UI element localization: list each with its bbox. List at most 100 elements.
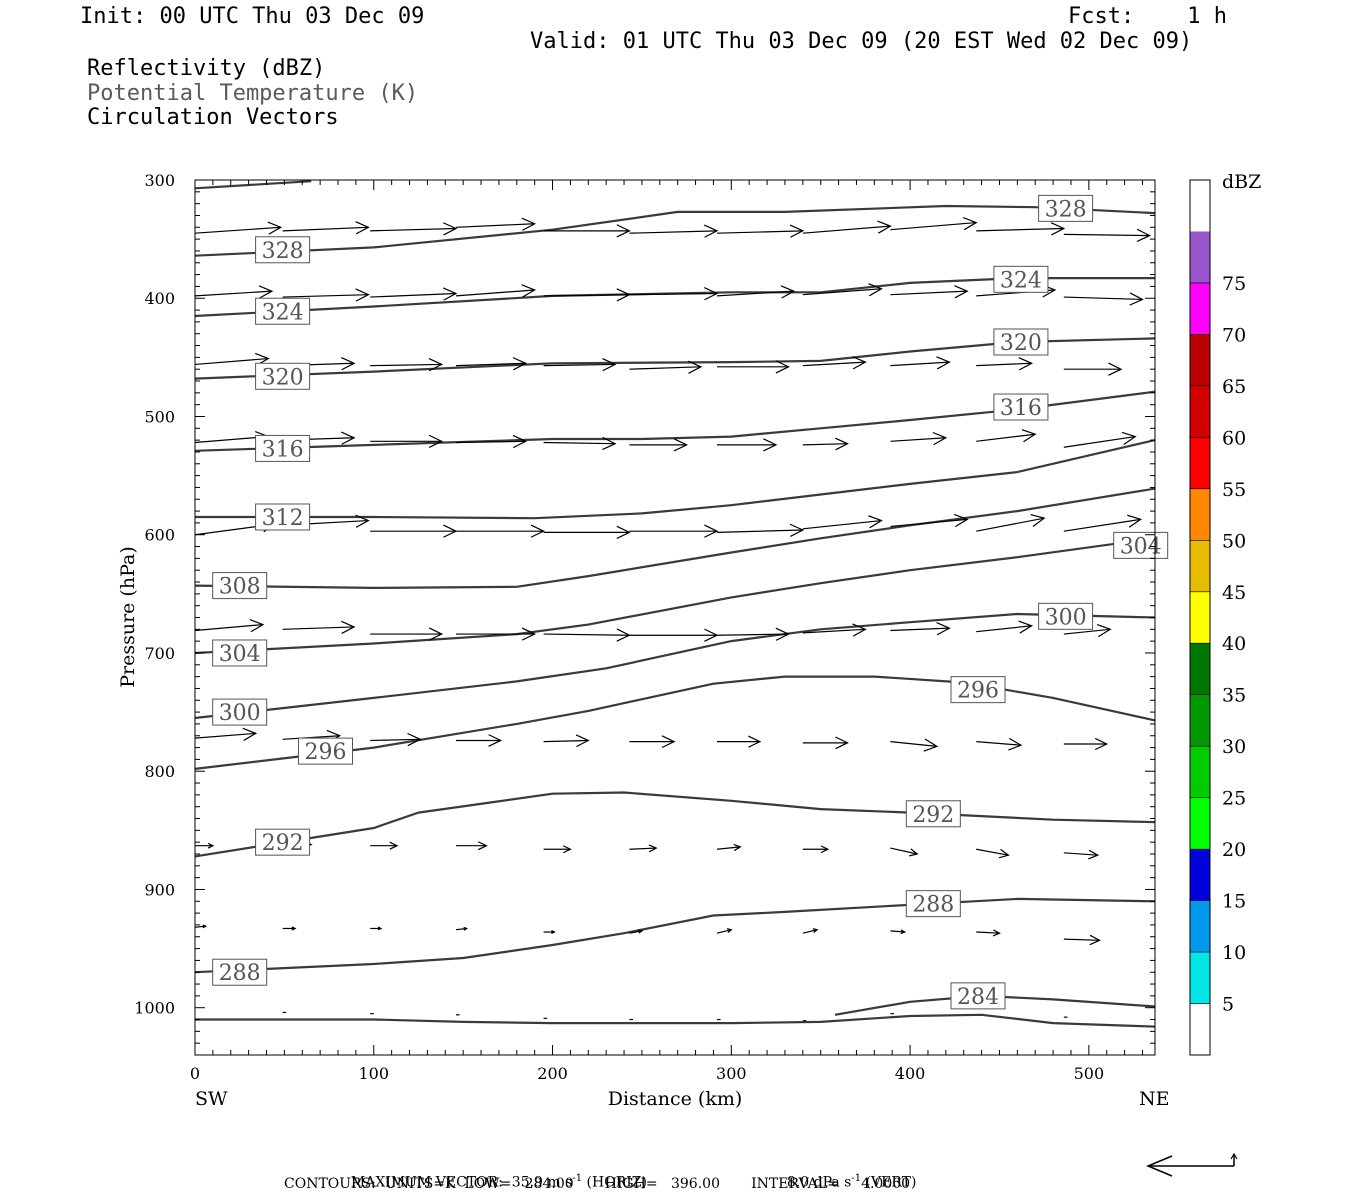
- contour-label-300-13: 300: [1038, 602, 1094, 630]
- vector-arrow-400-10: [1063, 292, 1144, 306]
- vector-arrow-930-1: [282, 926, 297, 931]
- x-tick-label-0: 0: [190, 1064, 200, 1083]
- svg-text:320: 320: [1000, 331, 1042, 356]
- vector-arrow-680-0: [194, 619, 265, 633]
- colorbar-label-25: 25: [1222, 788, 1246, 810]
- vector-arrow-770-3: [456, 734, 503, 747]
- vector-arrow-460-6: [717, 360, 790, 374]
- colorbar-swatch-2: [1190, 900, 1210, 953]
- vector-arrow-860-0: [195, 842, 215, 849]
- horiz-unit: (HORIZ): [586, 1174, 647, 1191]
- svg-text:292: 292: [912, 803, 954, 828]
- vector-arrow-930-8: [890, 929, 907, 935]
- contour-label-284-20: 284: [950, 982, 1006, 1010]
- colorbar-swatch-8: [1190, 591, 1210, 644]
- colorbar-swatch-3: [1190, 849, 1210, 901]
- svg-text:292: 292: [262, 831, 304, 856]
- vector-arrow-930-2: [370, 926, 383, 931]
- colorbar-swatch-12: [1190, 385, 1210, 438]
- vector-arrow-590-5: [629, 524, 719, 538]
- vector-arrow-930-10: [1063, 934, 1101, 946]
- vert-unit: (VERT): [865, 1174, 917, 1191]
- vector-arrow-770-10: [1063, 737, 1109, 751]
- colorbar-swatch-9: [1190, 540, 1210, 592]
- vector-arrow-860-7: [802, 845, 830, 854]
- colorbar-swatch-7: [1190, 643, 1210, 695]
- colorbar-swatch-5: [1190, 746, 1210, 798]
- vector-arrow-860-6: [716, 843, 742, 852]
- svg-text:296: 296: [957, 679, 999, 704]
- vector-arrow-590-4: [543, 525, 631, 539]
- svg-text:288: 288: [219, 961, 261, 986]
- vector-arrow-340-1: [282, 221, 370, 235]
- vector-arrow-400-5: [629, 287, 719, 301]
- vector-arrow-340-2: [370, 222, 458, 236]
- vector-arrow-590-10: [1063, 514, 1143, 532]
- x-tick-label-300: 300: [716, 1064, 747, 1083]
- colorbar-label-40: 40: [1222, 633, 1246, 655]
- vector-arrow-930-0: [194, 924, 208, 929]
- vector-arrow-680-5: [629, 628, 719, 642]
- max-vector-label: MAXIMUM VECTOR:: [350, 1174, 503, 1191]
- svg-text:300: 300: [219, 701, 261, 726]
- svg-text:320: 320: [262, 365, 304, 390]
- vector-arrow-590-3: [456, 524, 545, 538]
- contour-label-296-14: 296: [298, 737, 354, 765]
- colorbar-swatch-4: [1190, 797, 1210, 850]
- svg-text:296: 296: [305, 740, 347, 765]
- contour-label-324-2: 324: [255, 297, 311, 325]
- contour-label-320-4: 320: [255, 362, 311, 390]
- vector-arrow-340-6: [716, 224, 805, 238]
- colorbar-label-65: 65: [1222, 376, 1246, 398]
- contour-label-288-19: 288: [905, 890, 961, 918]
- vector-arrow-340-0: [194, 221, 283, 235]
- y-tick-label-900: 900: [144, 880, 175, 899]
- vector-arrow-400-0: [194, 285, 274, 299]
- vector-arrow-340-4: [543, 224, 631, 238]
- vector-arrow-460-10: [1063, 362, 1123, 376]
- colorbar-label-50: 50: [1222, 530, 1246, 552]
- x-tick-label-500: 500: [1074, 1064, 1105, 1083]
- vector-arrow-770-0: [194, 727, 258, 741]
- contour-label-288-18: 288: [212, 958, 268, 986]
- vector-arrow-520-9: [976, 429, 1037, 443]
- vector-arrow-460-8: [890, 356, 951, 370]
- vector-arrow-680-7: [802, 623, 867, 637]
- vector-arrow-460-9: [976, 357, 1034, 371]
- isentrope-292-10: [194, 791, 1156, 858]
- vector-arrow-340-10: [1063, 228, 1152, 243]
- vector-arrow-680-3: [456, 627, 537, 641]
- field-reflectivity: Reflectivity (dBZ): [87, 56, 326, 81]
- vector-arrow-340-3: [455, 217, 537, 231]
- colorbar-label-75: 75: [1222, 273, 1246, 295]
- max-vector-line: MAXIMUM VECTOR: 35.9 m s-1 (HORIZ): [342, 1157, 647, 1191]
- y-tick-label-700: 700: [144, 644, 175, 663]
- colorbar-label-45: 45: [1222, 582, 1246, 604]
- y-axis-label: Pressure (hPa): [117, 546, 139, 688]
- vector-arrow-400-6: [716, 285, 796, 299]
- vector-arrow-680-2: [370, 627, 444, 641]
- y-tick-label-600: 600: [144, 526, 175, 545]
- y-tick-label-1000: 1000: [134, 999, 175, 1018]
- vector-arrow-590-8: [890, 513, 969, 528]
- vector-arrow-590-7: [802, 515, 883, 530]
- isentrope-328-0: [194, 180, 312, 190]
- colorbar-label-5: 5: [1222, 994, 1234, 1016]
- colorbar-label-30: 30: [1222, 736, 1246, 758]
- vector-arrow-860-3: [456, 841, 488, 851]
- svg-text:316: 316: [262, 437, 304, 462]
- contour-label-324-3: 324: [993, 265, 1049, 293]
- svg-text:324: 324: [1000, 268, 1042, 293]
- colorbar-unit-label: dBZ: [1222, 171, 1261, 193]
- y-tick-label-300: 300: [144, 171, 175, 190]
- sw-label: SW: [195, 1088, 228, 1110]
- contour-label-320-5: 320: [993, 328, 1049, 356]
- vector-arrow-460-2: [370, 358, 444, 372]
- reference-vector: [1146, 1152, 1238, 1177]
- vector-arrow-520-6: [717, 438, 778, 452]
- svg-text:308: 308: [219, 575, 261, 600]
- contour-label-312-8: 312: [255, 503, 311, 531]
- vector-arrow-930-6: [716, 928, 733, 934]
- isentrope-304-7: [194, 537, 1156, 655]
- horiz-exponent: -1: [572, 1173, 583, 1184]
